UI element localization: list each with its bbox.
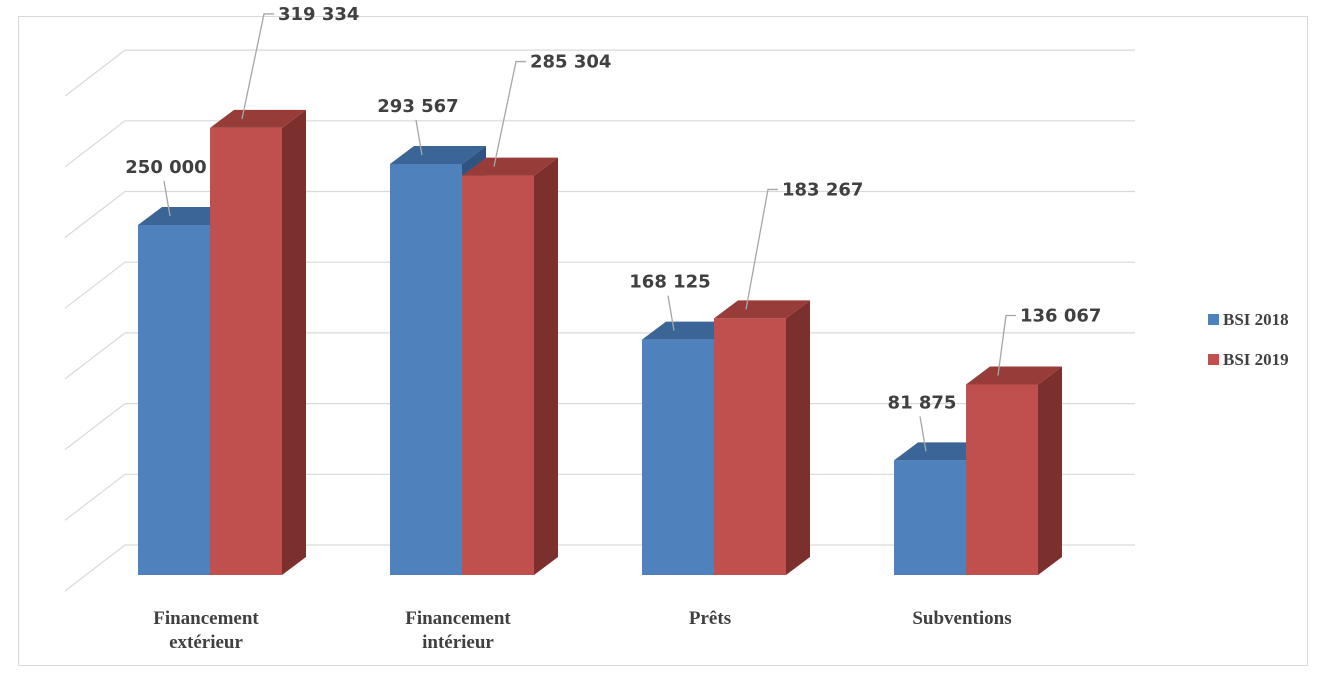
leader-line (919, 416, 927, 452)
legend-label: BSI 2019 (1223, 350, 1289, 369)
bar-side (282, 109, 306, 575)
category-label-line: extérieur (169, 632, 243, 653)
leader-line (997, 314, 1016, 376)
category-label: Financement extérieur (153, 608, 259, 653)
bar-top (462, 157, 558, 176)
category-label: Subventions (912, 608, 1011, 629)
leader-line (241, 13, 274, 120)
gridline-diagonal (64, 473, 126, 521)
bar-side (534, 157, 558, 575)
legend: BSI 2018 BSI 2019 (1208, 310, 1289, 369)
data-label: 250 000 (125, 157, 206, 178)
data-label: 168 125 (629, 272, 710, 293)
bar-top (966, 366, 1062, 385)
category-label: Financement intérieur (405, 608, 511, 653)
category-label-line: Financement (153, 608, 259, 629)
leader-line (415, 119, 423, 156)
legend-swatch (1208, 314, 1219, 325)
gridline-diagonal (64, 49, 126, 97)
leader-line (667, 295, 675, 331)
category-label-line: intérieur (422, 632, 494, 653)
bar-top (390, 146, 486, 165)
bars (138, 109, 1062, 575)
category-label-line: Prêts (689, 608, 731, 629)
bar-top (714, 300, 810, 319)
leader-line (745, 188, 778, 310)
bar (390, 164, 462, 575)
gridline-diagonal (64, 403, 126, 451)
bar (210, 127, 282, 575)
bar (642, 339, 714, 575)
legend-swatch (1208, 354, 1219, 365)
data-label: 319 334 (278, 4, 359, 25)
data-labels: 250 000 293 567 168 125 81 875 319 334 285 30… (125, 4, 1101, 452)
bar (462, 175, 534, 575)
bar (138, 225, 210, 575)
bar (714, 318, 786, 575)
gridline-diagonal (64, 332, 126, 380)
data-label: 183 267 (782, 179, 863, 200)
gridline-diagonal (64, 261, 126, 309)
leader-line (163, 180, 171, 217)
bar-side (786, 300, 810, 575)
category-labels: Financement extérieur Financement intérieur… (153, 608, 1011, 653)
gridline-diagonal (64, 544, 126, 592)
data-label: 136 067 (1020, 306, 1101, 327)
data-label: 293 567 (377, 96, 458, 117)
category-label-line: Subventions (912, 608, 1011, 629)
data-label: 285 304 (530, 52, 611, 73)
category-label: Prêts (689, 608, 731, 629)
data-label: 81 875 (888, 392, 957, 413)
gridline-diagonal (64, 120, 126, 168)
bar (894, 460, 966, 575)
category-label-line: Financement (405, 608, 511, 629)
leader-line (493, 60, 526, 167)
bar-top (210, 109, 306, 128)
bar-side (1038, 366, 1062, 575)
bar (966, 384, 1038, 575)
gridline-diagonal (64, 191, 126, 238)
legend-label: BSI 2018 (1223, 310, 1289, 329)
